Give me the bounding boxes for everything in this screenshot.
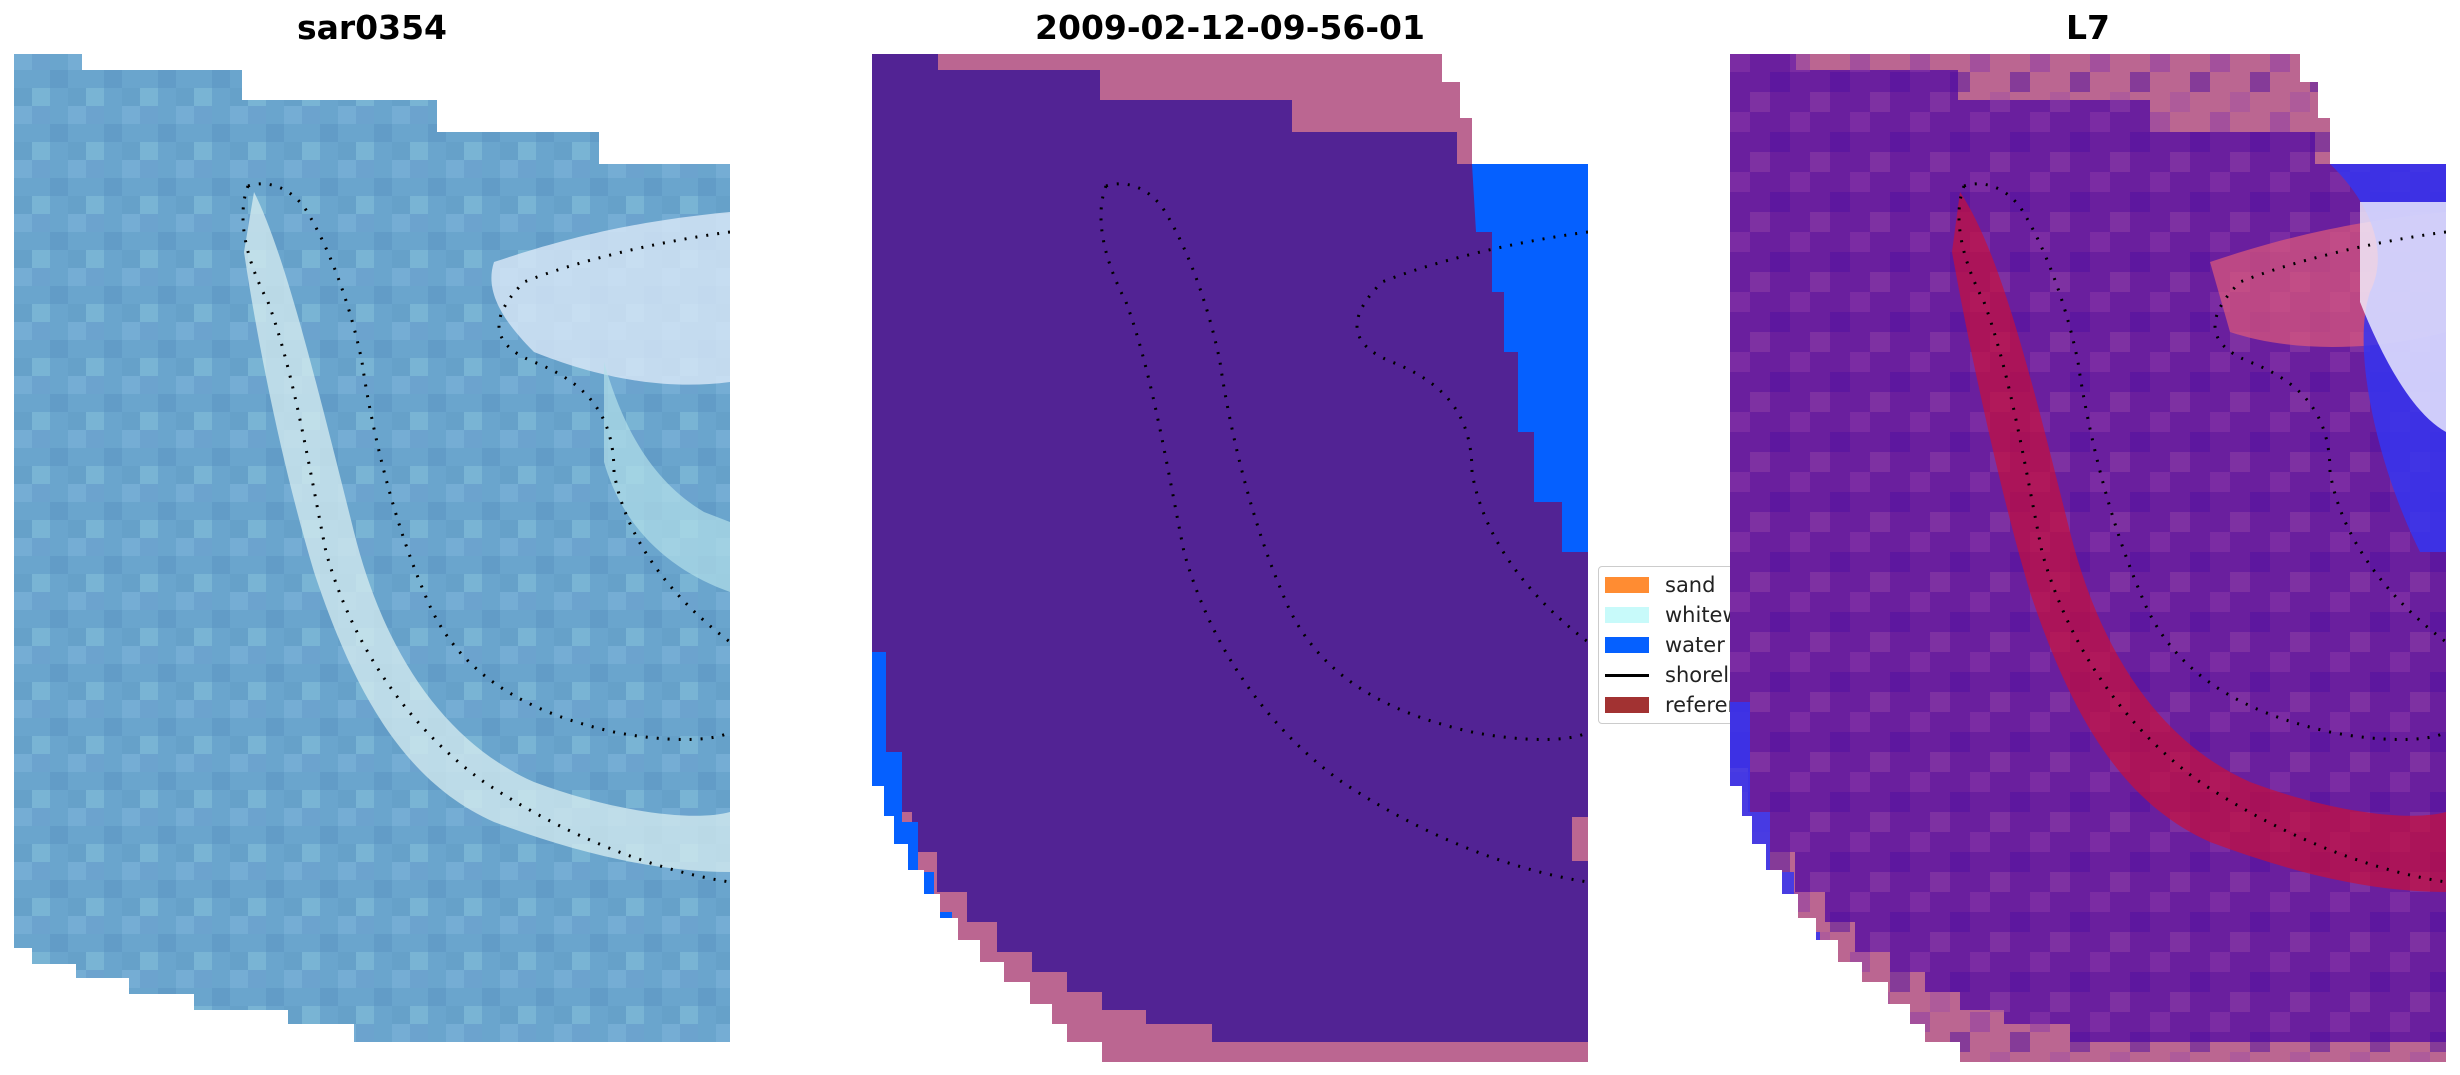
panel-rgb: sar0354 <box>14 0 730 1075</box>
panel-title: 2009-02-12-09-56-01 <box>1035 8 1425 47</box>
shoreline-dots <box>1957 182 2446 884</box>
legend-swatch <box>1605 637 1649 653</box>
panel-title: sar0354 <box>296 8 448 47</box>
panel-title: L7 <box>2066 8 2110 47</box>
sandbar-highlight <box>244 192 730 872</box>
classified-image <box>872 54 1588 1062</box>
water-right <box>1472 164 1588 552</box>
legend-swatch <box>1605 607 1649 623</box>
legend-line <box>1605 673 1649 677</box>
legend-item-sand: sand <box>1605 571 1715 599</box>
class-main-fill <box>872 54 1588 1042</box>
shoreline-dots <box>1099 182 1588 884</box>
red-band <box>1952 192 2446 892</box>
legend-label: sand <box>1665 573 1716 597</box>
panel-classified: 2009-02-12-09-56-01 <box>872 0 1588 1075</box>
legend-label: water <box>1665 633 1725 657</box>
index-image <box>1730 54 2446 1062</box>
panel-index: L7 <box>1730 0 2446 1075</box>
rgb-image <box>14 54 730 1042</box>
legend-item-water: water <box>1605 631 1725 659</box>
legend-swatch <box>1605 577 1649 593</box>
shoreline-dots <box>241 182 730 884</box>
legend-swatch <box>1605 697 1649 713</box>
